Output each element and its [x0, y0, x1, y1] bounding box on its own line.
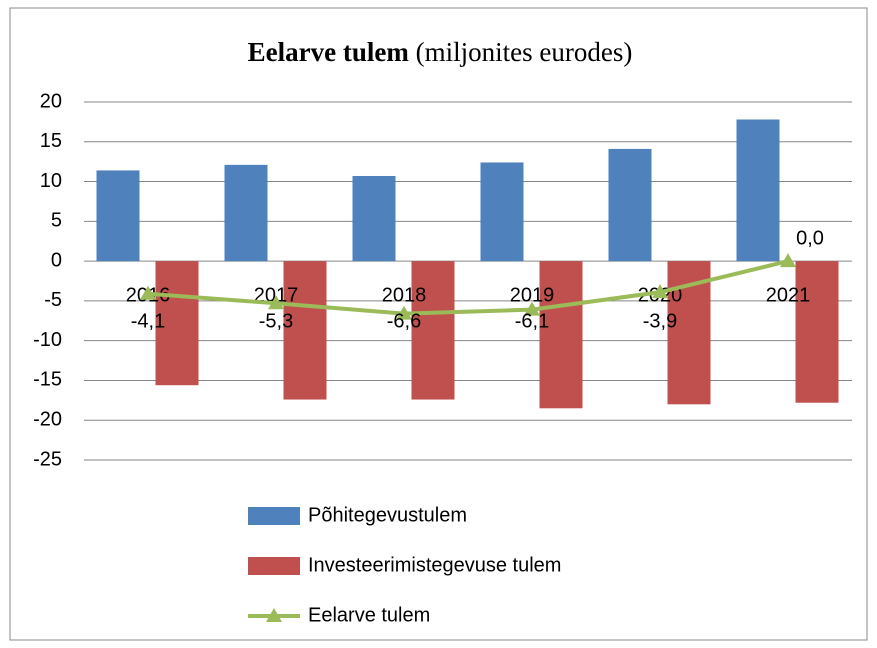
x-tick-label: 2021: [766, 284, 811, 306]
marker: [140, 285, 156, 300]
bar: [155, 261, 199, 386]
y-tick-label: -25: [33, 448, 62, 470]
data-label: -5,3: [259, 310, 293, 332]
data-label: -4,1: [131, 310, 165, 332]
y-tick-label: -15: [33, 369, 62, 391]
chart-title-group: Eelarve tulem (miljonites eurodes): [248, 37, 633, 67]
bar: [283, 261, 327, 400]
bar: [352, 175, 396, 262]
y-tick-label: 0: [51, 249, 62, 271]
legend-swatch: [248, 507, 300, 525]
marker: [780, 253, 796, 268]
data-label: -6,1: [515, 310, 549, 332]
marker: [268, 295, 284, 310]
marker: [396, 305, 412, 320]
bar: [480, 162, 524, 262]
y-tick-label: -10: [33, 329, 62, 351]
y-tick-label: 10: [40, 170, 62, 192]
chart-title: Eelarve tulem: [248, 37, 410, 67]
bar: [736, 119, 780, 262]
bar: [608, 148, 652, 262]
y-tick-label: 5: [51, 210, 62, 232]
x-tick-label: 2018: [382, 284, 427, 306]
y-tick-label: 15: [40, 130, 62, 152]
legend-label: Investeerimistegevuse tulem: [308, 554, 561, 576]
bar: [411, 261, 455, 400]
bar: [795, 261, 839, 403]
y-tick-label: -5: [44, 289, 62, 311]
bar: [539, 261, 583, 409]
data-label: -6,6: [387, 310, 421, 332]
line: [147, 259, 789, 316]
marker: [524, 301, 540, 316]
x-tick-label: 2019: [510, 284, 555, 306]
legend-label: Eelarve tulem: [308, 604, 430, 626]
data-label: -3,9: [643, 310, 677, 332]
legend-swatch: [248, 557, 300, 575]
legend-label: Põhitegevustulem: [308, 504, 467, 526]
legend-marker: [266, 608, 282, 622]
y-tick-label: 20: [40, 90, 62, 112]
chart-subtitle: (miljonites eurodes): [416, 37, 633, 67]
bar: [96, 170, 140, 262]
marker: [652, 284, 668, 299]
bar: [224, 164, 268, 262]
data-label: 0,0: [796, 227, 824, 249]
y-tick-label: -20: [33, 409, 62, 431]
